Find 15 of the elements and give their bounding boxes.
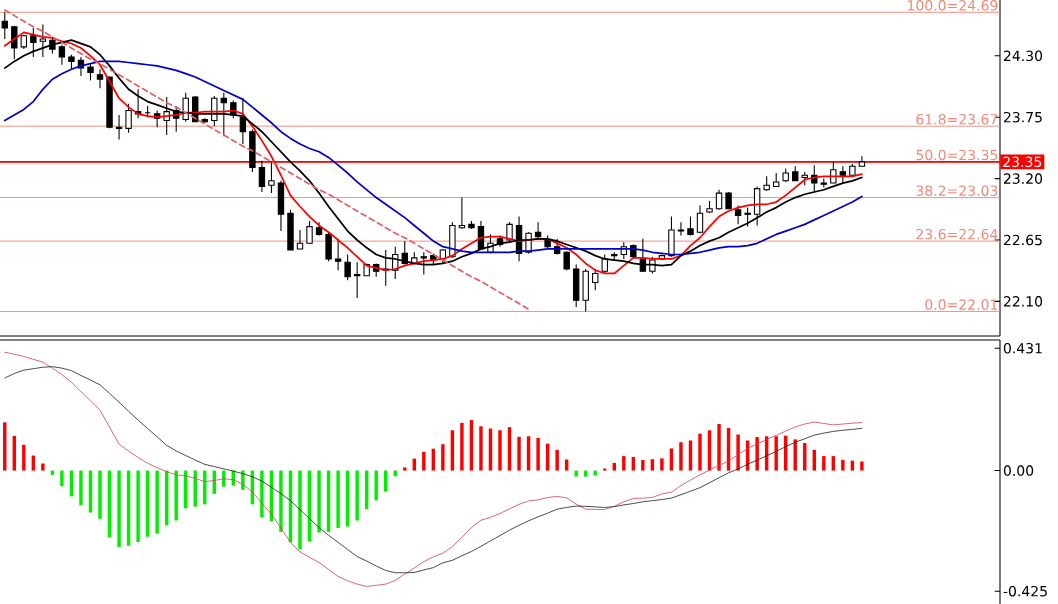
y-tick-label: 22.10: [1003, 296, 1043, 307]
ref-line-label: 38.2=23.03: [916, 185, 998, 196]
ref-line-label: 50.0=23.35: [916, 149, 998, 161]
text: 23.35: [1003, 156, 1042, 168]
y-tick-label: 23.20: [1003, 173, 1043, 184]
y-tick-label: 0.00: [1003, 465, 1034, 476]
y-tick-label: -0.425: [1003, 585, 1047, 597]
y-tick-label: 22.65: [1003, 234, 1042, 246]
y-tick-label: 0.431: [1003, 342, 1042, 354]
ref-line-label: 0.0=22.01: [925, 299, 998, 310]
y-tick-label: 23.75: [1003, 111, 1042, 123]
ref-line-label: 61.8=23.67: [916, 113, 998, 125]
y-tick-label: 24.30: [1003, 50, 1043, 62]
ref-line-label: 100.0=24.69: [908, 0, 998, 11]
ref-line-label: 23.6=22.64: [916, 228, 998, 240]
